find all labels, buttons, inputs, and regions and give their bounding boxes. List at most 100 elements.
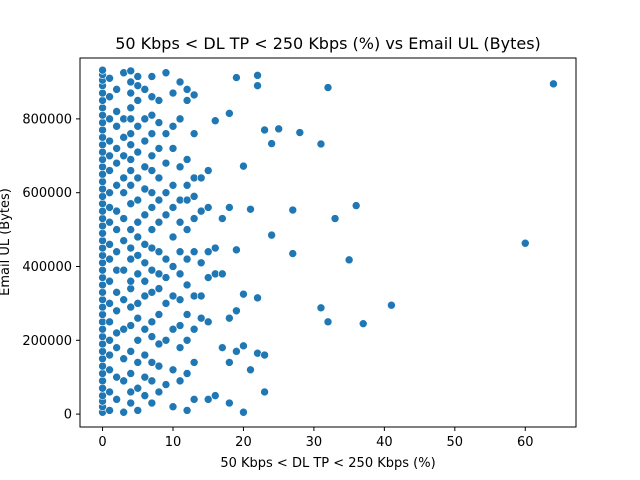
data-point <box>98 162 107 172</box>
data-point <box>119 236 128 245</box>
data-point <box>239 407 248 417</box>
data-point <box>182 369 192 378</box>
data-point <box>98 199 107 209</box>
data-point <box>147 151 157 161</box>
data-point <box>210 243 220 253</box>
data-point <box>119 376 128 386</box>
data-point <box>182 280 192 290</box>
data-point <box>133 313 143 323</box>
data-point <box>140 291 150 301</box>
data-point <box>133 251 143 260</box>
data-point <box>147 376 157 386</box>
data-point <box>133 383 143 393</box>
data-point <box>105 114 114 124</box>
data-point <box>126 166 136 175</box>
data-point <box>295 128 305 137</box>
data-point <box>133 269 143 279</box>
axis-ticks: 0 10 20 30 40 50 60 0 200000 400000 600000 800000 <box>22 112 533 450</box>
data-point <box>168 232 178 242</box>
data-point <box>112 372 121 382</box>
data-point <box>168 324 178 334</box>
data-point <box>267 139 276 148</box>
data-point <box>119 265 128 275</box>
data-point <box>161 254 171 264</box>
data-point <box>168 181 178 190</box>
data-point <box>260 387 269 397</box>
data-point <box>98 302 107 312</box>
data-point <box>147 358 157 367</box>
data-point <box>126 199 136 209</box>
data-point <box>549 79 558 89</box>
data-point <box>126 398 136 408</box>
data-point <box>112 181 121 190</box>
data-point <box>196 206 206 216</box>
y-tick-label: 800000 <box>22 112 72 127</box>
data-point <box>147 203 157 212</box>
data-point <box>126 103 136 113</box>
data-point <box>288 205 298 215</box>
data-point <box>140 372 150 382</box>
data-point <box>175 162 185 172</box>
data-point <box>98 118 107 127</box>
data-point <box>175 247 185 257</box>
data-point <box>140 184 150 194</box>
data-point <box>175 269 185 279</box>
data-point <box>98 184 107 194</box>
data-point <box>387 300 396 310</box>
data-point <box>147 166 157 175</box>
data-point <box>126 387 136 397</box>
data-point <box>161 210 171 220</box>
data-point <box>147 288 157 297</box>
data-point <box>98 177 107 186</box>
data-point <box>126 225 136 234</box>
data-point <box>189 129 199 138</box>
data-point <box>196 313 206 323</box>
data-point <box>175 376 185 386</box>
x-tick-label: 40 <box>376 435 393 450</box>
data-point <box>189 324 199 334</box>
y-axis-label: Email UL (Bytes) <box>0 188 13 296</box>
data-point <box>133 96 143 105</box>
data-point <box>175 77 185 87</box>
data-point <box>316 139 326 149</box>
data-point <box>253 81 262 90</box>
data-point <box>189 214 199 223</box>
data-point <box>105 387 114 397</box>
data-point <box>112 225 121 234</box>
x-tick-label: 10 <box>165 435 182 450</box>
data-point <box>239 341 248 351</box>
data-point <box>105 299 114 308</box>
data-point <box>126 88 136 98</box>
data-point <box>189 358 199 367</box>
data-point <box>147 265 157 275</box>
data-point <box>161 335 171 345</box>
data-point <box>154 247 164 257</box>
data-point <box>161 158 171 168</box>
data-point <box>168 144 178 153</box>
data-point <box>140 162 150 172</box>
data-point <box>140 210 150 220</box>
data-point <box>98 280 107 290</box>
data-point <box>112 288 121 297</box>
data-point <box>168 291 178 301</box>
data-point <box>112 328 121 338</box>
data-point <box>168 203 178 212</box>
data-point <box>232 245 241 255</box>
data-point <box>112 121 121 131</box>
data-point <box>133 299 143 308</box>
data-point <box>98 103 107 113</box>
data-point <box>112 206 121 216</box>
data-point <box>147 72 157 81</box>
data-point <box>98 243 107 253</box>
data-point <box>203 166 213 175</box>
data-point <box>351 201 361 210</box>
data-point <box>246 365 255 375</box>
x-tick-label: 60 <box>517 435 534 450</box>
data-point <box>133 147 143 157</box>
data-point <box>147 129 157 138</box>
data-point <box>133 232 143 242</box>
data-point <box>140 136 150 146</box>
data-point <box>232 347 241 356</box>
data-point <box>98 147 107 157</box>
data-point <box>98 376 107 386</box>
